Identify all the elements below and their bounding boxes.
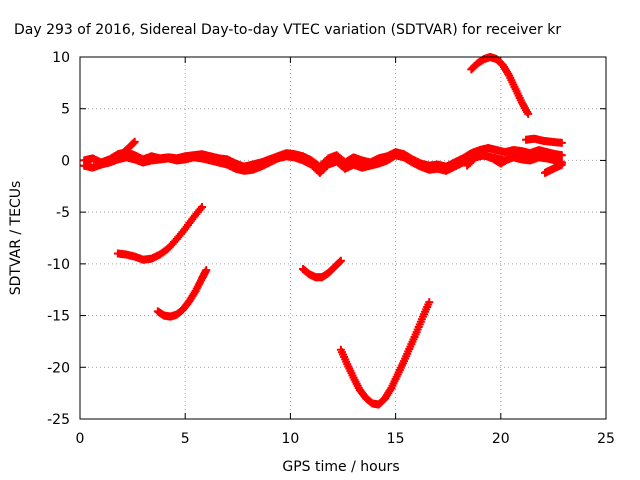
data-point-sample (335, 257, 344, 266)
x-tick-label: 15 (387, 431, 405, 447)
series-arc-3h (113, 202, 207, 264)
series-segment-22h (540, 160, 566, 177)
data-point (524, 109, 533, 118)
x-tick-label: 20 (492, 431, 510, 447)
data-point (198, 202, 207, 211)
data-point (425, 298, 434, 307)
y-tick-label: -10 (47, 257, 70, 273)
series-segment-2h (118, 137, 139, 159)
data-point (130, 137, 139, 146)
plot-frame (79, 56, 607, 420)
series-arc-14h (336, 298, 434, 409)
series-arc-4h (153, 266, 211, 321)
y-tick-label: 0 (61, 153, 70, 169)
y-tick-label: -5 (56, 205, 70, 221)
data-point (557, 151, 566, 160)
data-point (522, 152, 531, 161)
x-tick-label: 0 (76, 431, 85, 447)
y-axis-label: SDTVAR / TECUs (8, 181, 24, 296)
y-tick-label: -20 (47, 360, 70, 376)
y-tick-label: -15 (47, 309, 70, 325)
y-tick-label: 5 (61, 102, 70, 118)
data-point (557, 160, 566, 169)
x-tick-label: 10 (281, 431, 299, 447)
y-tick-label: -25 (47, 412, 70, 428)
series-segment-21h (522, 134, 566, 147)
data-point-sample (129, 138, 138, 147)
x-tick-label: 5 (181, 431, 190, 447)
series-arc-19h (467, 53, 533, 118)
y-tick-label: 10 (52, 50, 70, 66)
x-tick-label: 25 (597, 431, 615, 447)
series-arc-11h (299, 256, 345, 282)
chart-title: Day 293 of 2016, Sidereal Day-to-day VTE… (14, 22, 561, 38)
data-point (336, 256, 345, 265)
grid (80, 57, 606, 419)
series-layer (80, 53, 566, 409)
x-axis-label: GPS time / hours (282, 459, 399, 475)
data-point (202, 266, 211, 275)
series-segment-18h (463, 151, 531, 170)
data-point (557, 138, 566, 147)
